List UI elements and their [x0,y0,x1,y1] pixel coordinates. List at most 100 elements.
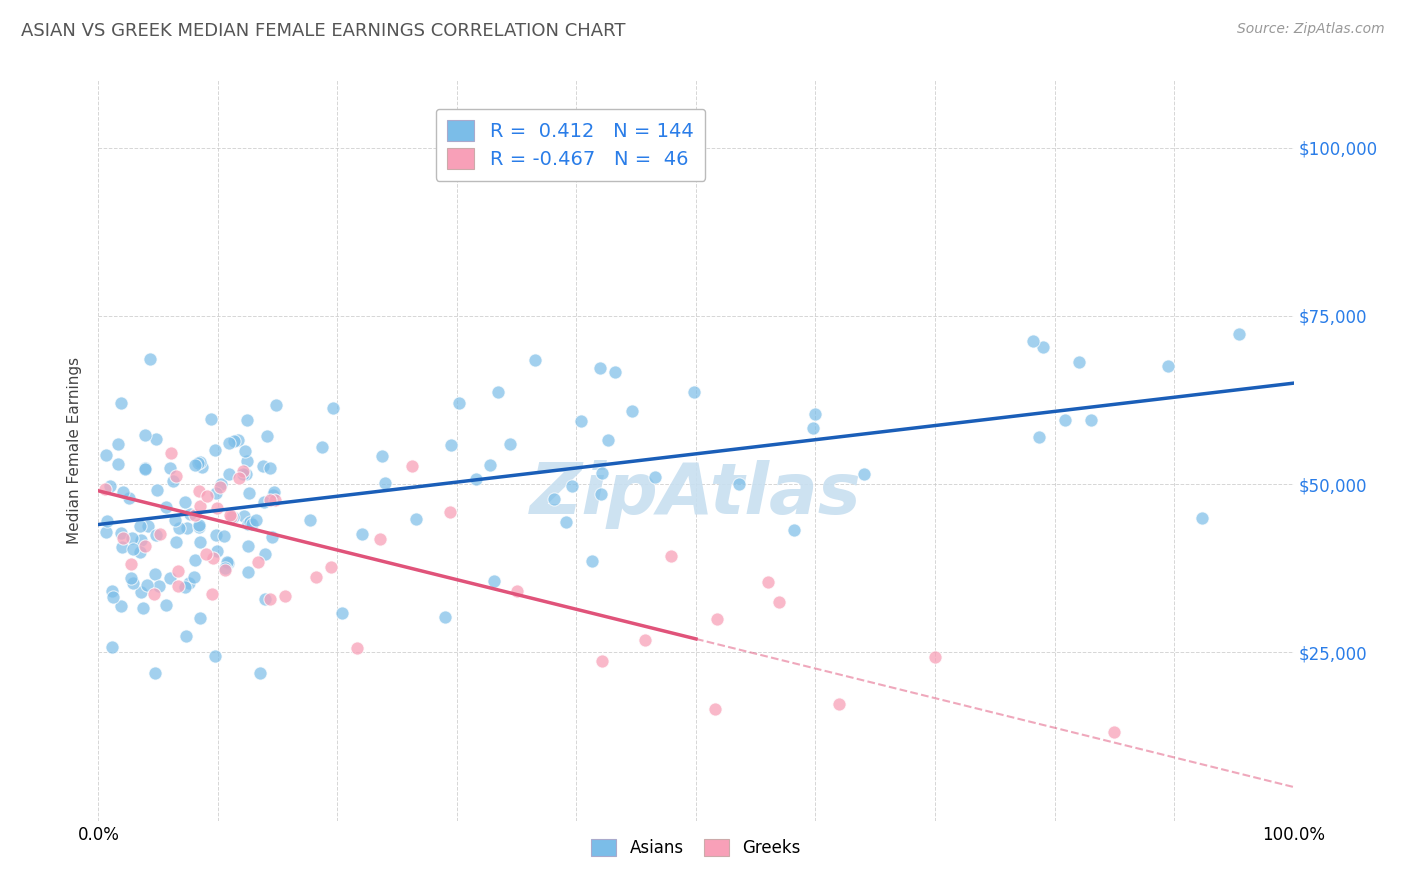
Point [228,471,250,485]
Point [589,486,612,500]
Point [543,491,565,506]
Point [110,396,132,410]
Point [179,507,201,521]
Point [233,509,256,524]
Point [486,384,509,399]
Point [238,485,260,500]
Point [111,540,134,554]
Point [1080,413,1102,427]
Point [482,574,505,589]
Point [188,484,211,499]
Point [259,591,281,606]
Point [233,443,256,458]
Point [263,485,285,500]
Point [1191,511,1213,525]
Point [569,414,592,428]
Point [401,459,423,474]
Point [254,591,277,606]
Point [350,526,373,541]
Point [165,512,187,526]
Point [1028,430,1050,444]
Point [204,648,226,663]
Point [204,528,226,542]
Point [195,547,218,561]
Point [621,403,644,417]
Point [1054,413,1077,427]
Text: ZipAtlas: ZipAtlas [530,460,862,529]
Point [134,460,156,475]
Point [232,464,254,478]
Point [174,629,197,643]
Point [218,467,240,482]
Point [439,505,461,519]
Point [783,523,806,537]
Point [184,552,207,566]
Point [165,535,187,549]
Point [191,460,214,475]
Point [118,491,141,506]
Point [139,351,162,366]
Point [128,519,150,533]
Point [148,579,170,593]
Point [264,397,287,411]
Point [134,462,156,476]
Point [368,533,391,547]
Point [555,516,578,530]
Point [188,520,211,534]
Point [433,609,456,624]
Point [236,539,259,553]
Point [703,702,725,716]
Text: Source: ZipAtlas.com: Source: ZipAtlas.com [1237,22,1385,37]
Point [165,469,187,483]
Point [96,514,118,528]
Point [208,480,231,494]
Point [132,601,155,615]
Point [201,587,224,601]
Point [143,567,166,582]
Point [107,457,129,471]
Point [319,559,342,574]
Point [145,433,167,447]
Point [174,580,197,594]
Point [1032,339,1054,353]
Point [232,467,254,481]
Point [259,492,281,507]
Point [505,584,527,599]
Point [188,499,211,513]
Point [259,461,281,475]
Point [598,433,620,447]
Point [247,555,270,569]
Point [768,595,790,609]
Point [195,489,218,503]
Point [828,698,851,712]
Point [176,521,198,535]
Point [852,467,875,481]
Point [218,556,240,570]
Point [256,429,278,443]
Point [143,665,166,680]
Point [236,413,259,427]
Point [214,563,236,577]
Point [155,598,177,612]
Point [236,565,259,579]
Point [236,454,259,468]
Point [214,561,236,575]
Point [100,640,122,655]
Point [591,466,613,480]
Point [101,584,124,599]
Point [155,500,177,514]
Point [523,353,546,368]
Point [145,528,167,542]
Point [1067,355,1090,369]
Point [262,529,284,543]
Point [374,476,396,491]
Legend: Asians, Greeks: Asians, Greeks [585,832,807,864]
Point [204,442,226,457]
Point [465,472,488,486]
Point [346,640,368,655]
Point [101,590,124,604]
Point [218,508,240,522]
Point [561,479,583,493]
Point [129,545,152,559]
Point [184,458,207,472]
